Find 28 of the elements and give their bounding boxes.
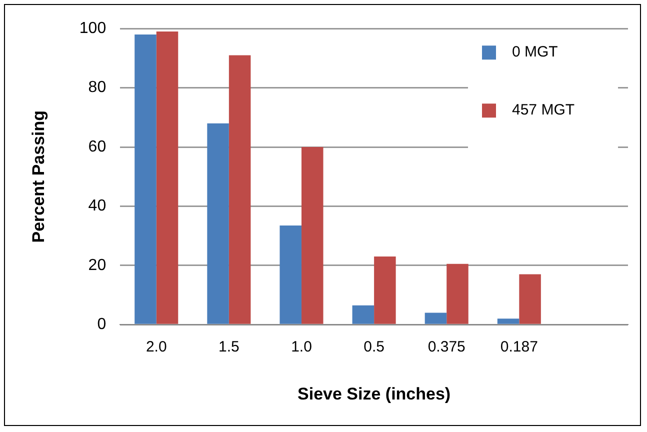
legend-label: 0 MGT — [512, 44, 558, 61]
x-tick-label: 2.0 — [146, 338, 167, 356]
bar — [301, 147, 324, 324]
x-tick-label: 0.5 — [364, 338, 384, 356]
bar — [134, 34, 156, 324]
x-axis-title: Sieve Size (inches) — [298, 384, 451, 404]
bar — [497, 318, 520, 324]
bar — [446, 264, 468, 324]
legend-label: 457 MGT — [512, 102, 575, 119]
x-tick-label: 1.0 — [291, 338, 312, 356]
y-tick-label: 60 — [88, 138, 106, 156]
y-tick-label: 0 — [97, 316, 106, 334]
y-tick-label: 20 — [88, 256, 106, 274]
bar — [519, 274, 541, 324]
bar — [207, 123, 229, 324]
x-tick-label: 1.5 — [218, 338, 240, 356]
y-tick-label: 80 — [88, 79, 106, 96]
bar — [280, 225, 302, 324]
bar — [228, 55, 251, 324]
bar — [424, 312, 447, 324]
y-tick-label: 100 — [79, 20, 106, 38]
bar — [156, 32, 178, 324]
x-tick-label: 0.187 — [500, 338, 538, 356]
bar — [374, 256, 396, 324]
y-axis-title: Percent Passing — [28, 110, 48, 243]
y-tick-label: 40 — [88, 198, 106, 215]
bar — [352, 305, 374, 324]
x-tick-label: 0.375 — [428, 338, 466, 356]
